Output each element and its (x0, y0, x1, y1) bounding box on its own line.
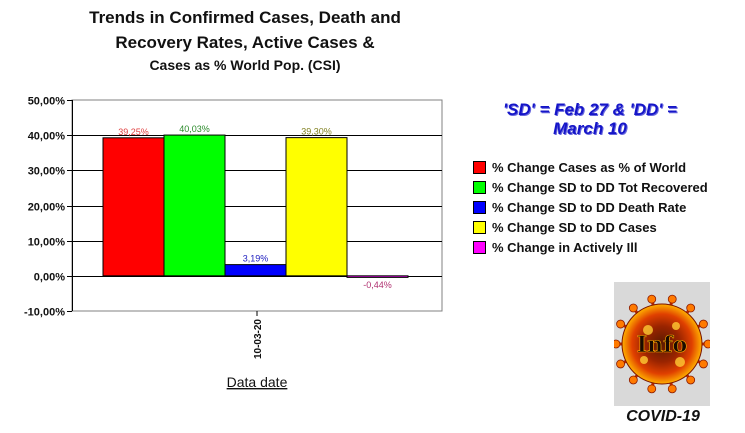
legend-item: % Change Cases as % of World (473, 157, 708, 177)
bar (224, 264, 287, 277)
legend: % Change Cases as % of World % Change SD … (473, 157, 708, 257)
virus-spike-tip (667, 384, 677, 394)
badge-caption: COVID-19 (626, 408, 700, 425)
virus-spike-tip (699, 359, 708, 369)
virus-spike-tip (686, 375, 696, 385)
virus-spike-tip (647, 294, 657, 304)
legend-item: % Change SD to DD Death Rate (473, 197, 708, 217)
chart-title-line-3: Cases as % World Pop. (CSI) (149, 57, 341, 73)
virus-spike-tip (647, 384, 657, 394)
virus-spike-tip (628, 375, 638, 385)
date-note-line-2: March 10 (553, 119, 627, 138)
legend-swatch (473, 220, 486, 234)
bar (285, 137, 348, 277)
bar (163, 134, 226, 277)
chart-title-line-1: Trends in Confirmed Cases, Death and (89, 8, 401, 27)
y-tick-label: -10,00% (24, 307, 65, 319)
data-label: 39,25% (118, 127, 149, 137)
bar (346, 275, 409, 278)
y-tick-label: 20,00% (28, 202, 66, 214)
legend-label: % Change Cases as % of World (492, 159, 687, 175)
virus-spike-tip (611, 339, 621, 349)
y-tick-label: 0,00% (34, 272, 65, 284)
y-tick-label: 50,00% (28, 96, 66, 108)
bar-chart: 50,00% 40,00% 30,00% 20,00% 10,00% 0,00% -10,0… (24, 96, 443, 390)
virus-spike-tip (686, 303, 696, 313)
virus-spike-tip (699, 319, 708, 329)
legend-label: % Change in Actively Ill (492, 239, 638, 255)
covid-virus-info-icon: Info (611, 294, 713, 394)
data-label: 39,30% (301, 127, 332, 137)
legend-swatch (473, 160, 486, 174)
y-tick-label: 10,00% (28, 237, 66, 249)
covid-info-badge: Info (611, 282, 713, 406)
virus-spike-tip (703, 339, 713, 349)
data-label: -0,44% (363, 280, 392, 290)
badge-text: Info (637, 332, 687, 358)
legend-swatch (473, 180, 486, 194)
bar (102, 137, 165, 277)
data-label: 3,19% (243, 254, 269, 264)
legend-label: % Change SD to DD Tot Recovered (492, 179, 708, 195)
y-tick-label: 40,00% (28, 131, 66, 143)
virus-spike-tip (628, 303, 638, 313)
legend-item: % Change in Actively Ill (473, 237, 708, 257)
legend-item: % Change SD to DD Cases (473, 217, 708, 237)
x-tick-label: 10-03-20 (253, 319, 264, 359)
virus-spike-tip (667, 294, 677, 304)
virus-spike-tip (616, 359, 625, 369)
x-axis-label: Data date (227, 374, 288, 390)
chart-title-line-2: Recovery Rates, Active Cases & (115, 33, 375, 52)
date-note: 'SD' = Feb 27 & 'DD' = March 10 (470, 100, 710, 138)
legend-label: % Change SD to DD Cases (492, 219, 657, 235)
legend-swatch (473, 240, 486, 254)
legend-swatch (473, 200, 486, 214)
date-note-line-1: 'SD' = Feb 27 & 'DD' = (503, 100, 677, 119)
legend-label: % Change SD to DD Death Rate (492, 199, 687, 215)
y-tick-label: 30,00% (28, 166, 66, 178)
legend-item: % Change SD to DD Tot Recovered (473, 177, 708, 197)
virus-spike-tip (616, 319, 625, 329)
data-label: 40,03% (179, 124, 210, 134)
